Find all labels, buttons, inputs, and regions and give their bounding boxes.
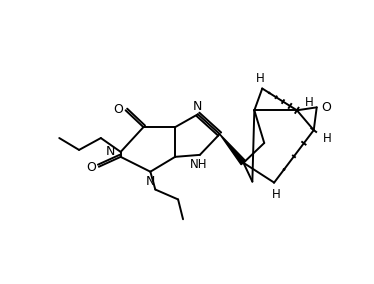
Text: NH: NH	[190, 158, 208, 171]
Text: H: H	[323, 131, 332, 145]
Text: O: O	[322, 101, 332, 114]
Text: O: O	[114, 103, 124, 116]
Text: N: N	[193, 100, 203, 113]
Text: H: H	[256, 72, 265, 85]
Polygon shape	[220, 134, 246, 165]
Text: N: N	[105, 145, 115, 158]
Text: O: O	[86, 161, 96, 174]
Text: H: H	[304, 96, 313, 109]
Text: H: H	[272, 188, 280, 201]
Text: N: N	[146, 175, 155, 188]
